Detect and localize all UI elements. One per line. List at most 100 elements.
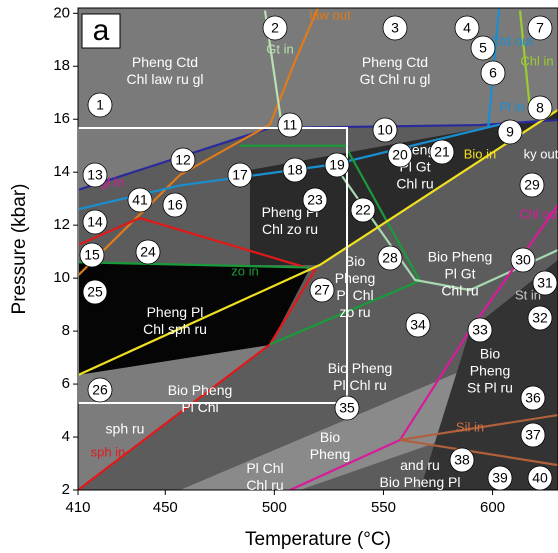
field-label: Pheng Ctd	[132, 54, 198, 70]
field-number: 3	[391, 20, 399, 36]
field-number: 19	[329, 157, 345, 173]
field-label: Bio Pheng	[428, 249, 493, 265]
field-label: Chl ru	[441, 283, 478, 299]
field-number-circle	[170, 147, 196, 173]
boundary-line	[78, 216, 317, 490]
reaction-label: sph in	[91, 444, 126, 459]
x-axis-title: Temperature (°C)	[245, 529, 391, 550]
field-number-circle	[519, 172, 545, 198]
field-number-circle	[527, 95, 553, 121]
reaction-label: Sil in	[456, 419, 484, 434]
field-label: Bio	[320, 429, 340, 445]
y-tick-label: 8	[62, 322, 70, 339]
field-label: Gt Chl ru gl	[360, 71, 431, 87]
field-number: 36	[525, 390, 541, 406]
x-tick-label: 450	[153, 499, 178, 516]
field-label: Pheng Pl	[147, 304, 204, 320]
field-label: St Pl ru	[467, 380, 513, 396]
field-label: Chl ru	[246, 477, 283, 493]
field-label: Chl sph ru	[143, 321, 207, 337]
field-number: 32	[532, 310, 548, 326]
field-number-circle	[162, 192, 188, 218]
field-label: Pheng	[335, 270, 375, 286]
field-number: 12	[175, 152, 191, 168]
field-number: 27	[314, 282, 330, 298]
field-number: 28	[382, 250, 398, 266]
field-number-circle	[135, 239, 161, 265]
field-number: 38	[454, 452, 470, 468]
field-label: Pheng Ctd	[362, 54, 428, 70]
field-number-circle	[324, 152, 350, 178]
panel-label: a	[93, 14, 110, 47]
field-number-circle	[527, 15, 553, 41]
field-number-circle	[302, 187, 328, 213]
field	[78, 8, 558, 190]
field-label: Pheng Pl	[262, 204, 319, 220]
reaction-label: ky out	[524, 146, 558, 161]
field-label: zo ru	[339, 304, 370, 320]
reaction-label: Chl out	[519, 206, 558, 221]
field-label: Chl ru	[396, 176, 433, 192]
field-number: 18	[287, 162, 303, 178]
y-tick-label: 2	[62, 481, 70, 498]
field-number: 40	[532, 470, 548, 486]
x-tick-label: 500	[262, 499, 287, 516]
x-tick-label: 410	[65, 499, 90, 516]
field-number-circle	[480, 60, 506, 86]
field-number-circle	[262, 15, 288, 41]
boundary-line	[329, 158, 558, 292]
field-label: Bio	[345, 253, 365, 269]
field-number: 24	[140, 244, 156, 260]
field-number-circle	[382, 15, 408, 41]
reaction-label: Bio in	[464, 146, 497, 161]
reaction-label: Chl in	[520, 53, 553, 68]
field-number: 37	[525, 427, 541, 443]
reaction-label: law out	[309, 7, 351, 22]
field-label: Pl Chl ru	[333, 377, 387, 393]
y-tick-label: 12	[53, 216, 70, 233]
panel-label-box	[81, 13, 121, 49]
y-tick-label: 14	[53, 163, 70, 180]
field-number-circle	[282, 157, 308, 183]
y-tick-label: 16	[53, 110, 70, 127]
field-number: 8	[536, 100, 544, 116]
field-number: 25	[87, 284, 103, 300]
field-number-circle	[532, 270, 558, 296]
boundary-line	[399, 413, 558, 442]
field-number: 26	[92, 382, 108, 398]
field	[250, 110, 558, 265]
field-number-circle	[520, 385, 546, 411]
field-number: 39	[492, 470, 508, 486]
field	[78, 262, 310, 375]
field-number-circle	[227, 162, 253, 188]
x-tick-label: 550	[371, 499, 396, 516]
reaction-label: Ctd out	[491, 33, 533, 48]
field-number: 10	[377, 122, 393, 138]
field-number-circle	[127, 187, 153, 213]
x-tick-label: 600	[480, 499, 505, 516]
field-number-circle	[467, 317, 493, 343]
field-number-circle	[497, 119, 523, 145]
field-number: 7	[536, 20, 544, 36]
reaction-label: zo in	[231, 263, 258, 278]
field-number: 23	[307, 192, 323, 208]
reaction-label: Pl in	[499, 99, 524, 114]
field-number: 41	[132, 192, 148, 208]
field-number-circle	[79, 242, 105, 268]
y-tick-label: 10	[53, 269, 70, 286]
field-number: 30	[515, 252, 531, 268]
field-number: 5	[479, 40, 487, 56]
y-tick-label: 6	[62, 375, 70, 392]
fields	[78, 8, 558, 490]
boundary-line	[399, 438, 558, 467]
y-tick-label: 4	[62, 428, 70, 445]
field-label: Pl Chl	[336, 287, 373, 303]
field-number-circle	[372, 117, 398, 143]
field-number-circle	[82, 209, 108, 235]
field-number-circle	[487, 465, 513, 491]
field-number: 16	[167, 197, 183, 213]
plot-frame	[77, 7, 558, 491]
field-number-circle	[405, 312, 431, 338]
field-number: 1	[96, 97, 104, 113]
